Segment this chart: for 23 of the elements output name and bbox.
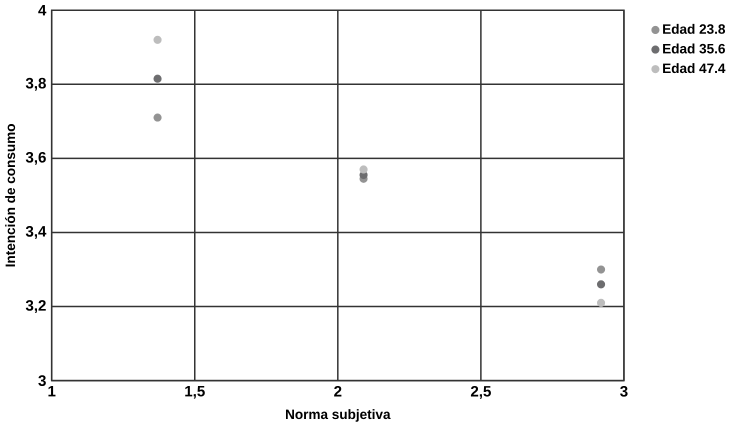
y-tick-label: 3,6 [26,152,46,165]
legend-label: Edad 23.8 [663,24,726,34]
point [596,280,606,288]
y-tick-label: 3,2 [26,300,46,314]
y-axis-title: Intención de consumo [5,124,16,267]
x-axis-title: Norma subjetiva [286,409,391,422]
x-tick-label: 3 [620,386,628,397]
y-tick-label: 3,4 [26,226,46,239]
point [596,266,606,274]
x-tick-label: 1,5 [185,386,205,399]
x-tick-label: 1 [48,386,56,396]
y-tick-label: 4 [38,5,46,16]
y-tick-label: 3,8 [26,78,46,91]
point [596,298,606,308]
legend-label: Edad 35.6 [663,44,725,54]
x-tick-label: 2 [334,386,342,397]
point [154,36,162,44]
point [154,74,162,83]
y-tick-label: 3 [38,375,46,386]
point [360,166,368,174]
legend-label: Edad 47.4 [663,63,726,74]
point [154,114,162,122]
x-tick-label: 2,5 [470,386,491,399]
